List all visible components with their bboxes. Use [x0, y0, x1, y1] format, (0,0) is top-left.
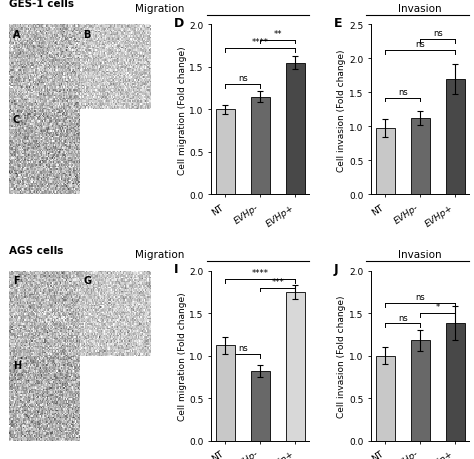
Text: J: J	[334, 263, 338, 275]
Text: Invasion: Invasion	[398, 4, 442, 14]
Bar	[446, 324, 465, 441]
Y-axis label: Cell migration (Fold change): Cell migration (Fold change)	[178, 291, 187, 420]
Text: ****: ****	[252, 269, 269, 278]
Text: D: D	[174, 17, 184, 30]
Text: ***: ***	[272, 277, 284, 286]
Bar	[286, 292, 305, 441]
Text: E: E	[334, 17, 342, 30]
Y-axis label: Cell invasion (Fold change): Cell invasion (Fold change)	[337, 49, 346, 171]
Y-axis label: Cell migration (Fold change): Cell migration (Fold change)	[178, 46, 187, 174]
Bar	[286, 63, 305, 195]
Bar	[251, 97, 270, 195]
Text: ****: ****	[252, 38, 269, 47]
Text: ns: ns	[238, 343, 248, 353]
Y-axis label: Cell invasion (Fold change): Cell invasion (Fold change)	[337, 295, 346, 417]
Text: ns: ns	[238, 74, 248, 83]
Bar	[216, 346, 235, 441]
Bar	[216, 110, 235, 195]
Text: ns: ns	[433, 29, 443, 38]
Text: Invasion: Invasion	[398, 250, 442, 260]
Text: ns: ns	[415, 293, 425, 302]
Bar	[375, 129, 395, 195]
Bar	[375, 356, 395, 441]
Bar	[410, 341, 430, 441]
Text: I: I	[174, 263, 179, 275]
Text: AGS cells: AGS cells	[9, 245, 64, 255]
Text: ns: ns	[415, 40, 425, 49]
Text: GES-1 cells: GES-1 cells	[9, 0, 74, 9]
Bar	[410, 119, 430, 195]
Text: *: *	[436, 303, 440, 312]
Text: ns: ns	[398, 88, 408, 96]
Text: Migration: Migration	[135, 250, 184, 260]
Text: **: **	[273, 30, 282, 39]
Bar	[251, 371, 270, 441]
Text: Migration: Migration	[135, 4, 184, 14]
Bar	[446, 79, 465, 195]
Text: ns: ns	[398, 313, 408, 322]
